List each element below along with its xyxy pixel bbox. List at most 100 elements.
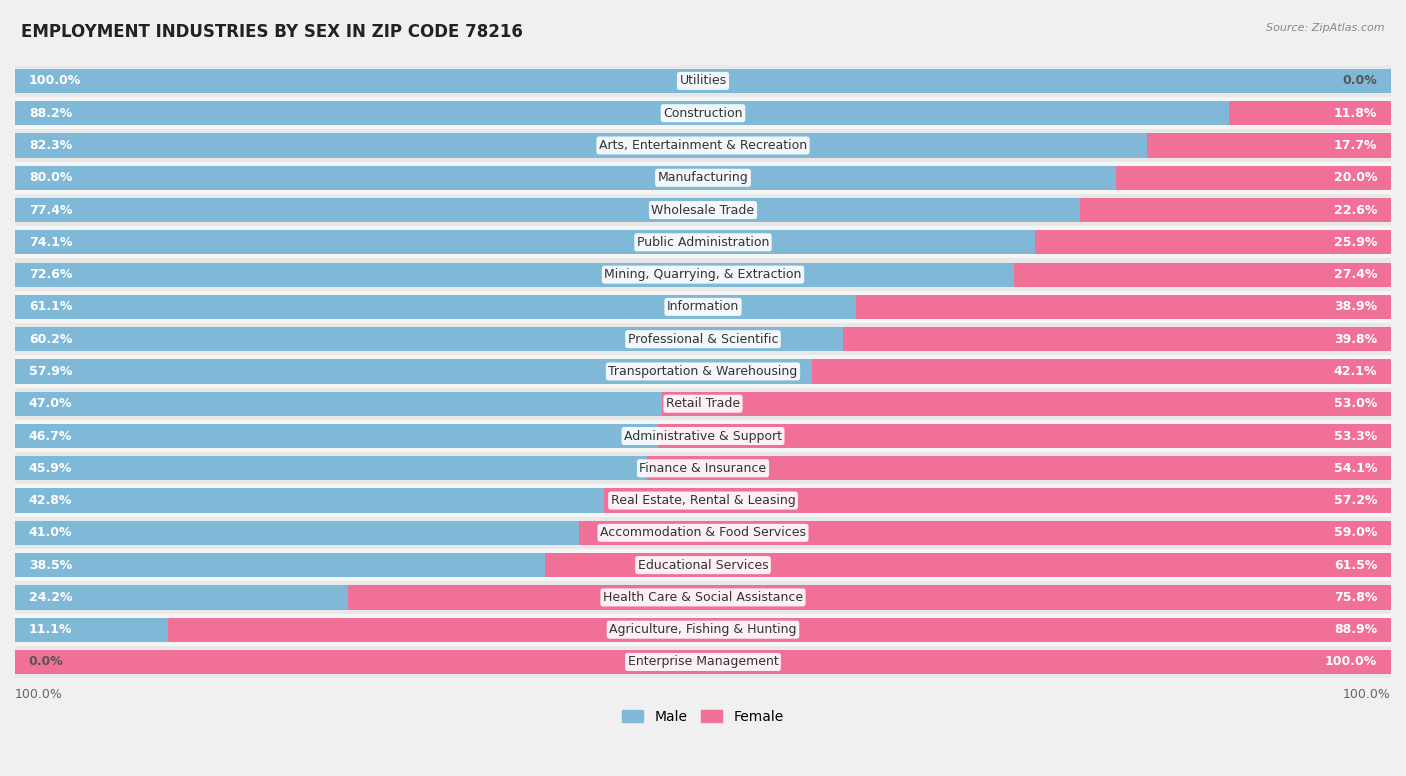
- Text: 22.6%: 22.6%: [1334, 203, 1378, 217]
- Text: Arts, Entertainment & Recreation: Arts, Entertainment & Recreation: [599, 139, 807, 152]
- Text: 75.8%: 75.8%: [1334, 591, 1378, 604]
- Text: Educational Services: Educational Services: [638, 559, 768, 572]
- Bar: [1035, 230, 1391, 255]
- Bar: [15, 165, 1116, 190]
- Text: Professional & Scientific: Professional & Scientific: [627, 333, 779, 345]
- Bar: [811, 359, 1391, 383]
- Bar: [15, 133, 1147, 158]
- Text: 42.1%: 42.1%: [1334, 365, 1378, 378]
- Text: 88.9%: 88.9%: [1334, 623, 1378, 636]
- Text: 41.0%: 41.0%: [28, 526, 72, 539]
- Bar: [15, 295, 856, 319]
- Bar: [647, 456, 1391, 480]
- Text: 47.0%: 47.0%: [28, 397, 72, 411]
- Text: Retail Trade: Retail Trade: [666, 397, 740, 411]
- Bar: [15, 549, 1391, 581]
- Bar: [579, 521, 1391, 545]
- Bar: [15, 258, 1391, 291]
- Text: Information: Information: [666, 300, 740, 314]
- Text: Finance & Insurance: Finance & Insurance: [640, 462, 766, 475]
- Bar: [15, 194, 1391, 226]
- Bar: [15, 581, 1391, 614]
- Text: Source: ZipAtlas.com: Source: ZipAtlas.com: [1267, 23, 1385, 33]
- Bar: [15, 323, 1391, 355]
- Bar: [15, 198, 1080, 222]
- Bar: [15, 650, 1391, 674]
- Text: Administrative & Support: Administrative & Support: [624, 429, 782, 442]
- Bar: [15, 64, 1391, 97]
- Bar: [15, 585, 349, 609]
- Text: 20.0%: 20.0%: [1334, 171, 1378, 184]
- Text: 60.2%: 60.2%: [28, 333, 72, 345]
- Text: Construction: Construction: [664, 107, 742, 120]
- Text: 0.0%: 0.0%: [28, 656, 63, 668]
- Text: 53.0%: 53.0%: [1334, 397, 1378, 411]
- Bar: [15, 130, 1391, 161]
- Text: 42.8%: 42.8%: [28, 494, 72, 507]
- Bar: [15, 327, 844, 352]
- Text: Real Estate, Rental & Leasing: Real Estate, Rental & Leasing: [610, 494, 796, 507]
- Text: 57.2%: 57.2%: [1334, 494, 1378, 507]
- Text: Agriculture, Fishing & Hunting: Agriculture, Fishing & Hunting: [609, 623, 797, 636]
- Text: 27.4%: 27.4%: [1334, 268, 1378, 281]
- Text: 100.0%: 100.0%: [1343, 688, 1391, 701]
- Text: 25.9%: 25.9%: [1334, 236, 1378, 249]
- Text: 11.8%: 11.8%: [1334, 107, 1378, 120]
- Text: 11.1%: 11.1%: [28, 623, 72, 636]
- Bar: [658, 424, 1391, 448]
- Text: Mining, Quarrying, & Extraction: Mining, Quarrying, & Extraction: [605, 268, 801, 281]
- Text: 24.2%: 24.2%: [28, 591, 72, 604]
- Bar: [15, 618, 167, 642]
- Bar: [15, 161, 1391, 194]
- Bar: [15, 517, 1391, 549]
- Text: 77.4%: 77.4%: [28, 203, 72, 217]
- Bar: [15, 262, 1014, 286]
- Text: 61.5%: 61.5%: [1334, 559, 1378, 572]
- Bar: [15, 387, 1391, 420]
- Bar: [15, 553, 544, 577]
- Text: 100.0%: 100.0%: [1324, 656, 1378, 668]
- Bar: [1229, 101, 1391, 125]
- Bar: [349, 585, 1391, 609]
- Bar: [544, 553, 1391, 577]
- Bar: [15, 614, 1391, 646]
- Bar: [15, 355, 1391, 387]
- Bar: [605, 488, 1391, 513]
- Text: Transportation & Warehousing: Transportation & Warehousing: [609, 365, 797, 378]
- Text: Wholesale Trade: Wholesale Trade: [651, 203, 755, 217]
- Text: 80.0%: 80.0%: [28, 171, 72, 184]
- Bar: [15, 226, 1391, 258]
- Text: EMPLOYMENT INDUSTRIES BY SEX IN ZIP CODE 78216: EMPLOYMENT INDUSTRIES BY SEX IN ZIP CODE…: [21, 23, 523, 41]
- Text: 54.1%: 54.1%: [1334, 462, 1378, 475]
- Text: 61.1%: 61.1%: [28, 300, 72, 314]
- Text: 46.7%: 46.7%: [28, 429, 72, 442]
- Bar: [15, 420, 1391, 452]
- Bar: [15, 101, 1229, 125]
- Text: 59.0%: 59.0%: [1334, 526, 1378, 539]
- Text: 82.3%: 82.3%: [28, 139, 72, 152]
- Text: 39.8%: 39.8%: [1334, 333, 1378, 345]
- Text: 100.0%: 100.0%: [15, 688, 63, 701]
- Text: 74.1%: 74.1%: [28, 236, 72, 249]
- Bar: [15, 488, 605, 513]
- Bar: [1080, 198, 1391, 222]
- Bar: [15, 69, 1391, 93]
- Bar: [15, 230, 1035, 255]
- Bar: [15, 424, 658, 448]
- Text: Accommodation & Food Services: Accommodation & Food Services: [600, 526, 806, 539]
- Text: 72.6%: 72.6%: [28, 268, 72, 281]
- Bar: [1116, 165, 1391, 190]
- Bar: [15, 291, 1391, 323]
- Text: Health Care & Social Assistance: Health Care & Social Assistance: [603, 591, 803, 604]
- Bar: [15, 646, 1391, 678]
- Bar: [167, 618, 1391, 642]
- Text: 53.3%: 53.3%: [1334, 429, 1378, 442]
- Bar: [15, 484, 1391, 517]
- Bar: [15, 456, 647, 480]
- Bar: [1014, 262, 1391, 286]
- Legend: Male, Female: Male, Female: [623, 710, 783, 724]
- Bar: [15, 452, 1391, 484]
- Bar: [15, 359, 811, 383]
- Text: Utilities: Utilities: [679, 74, 727, 88]
- Text: 57.9%: 57.9%: [28, 365, 72, 378]
